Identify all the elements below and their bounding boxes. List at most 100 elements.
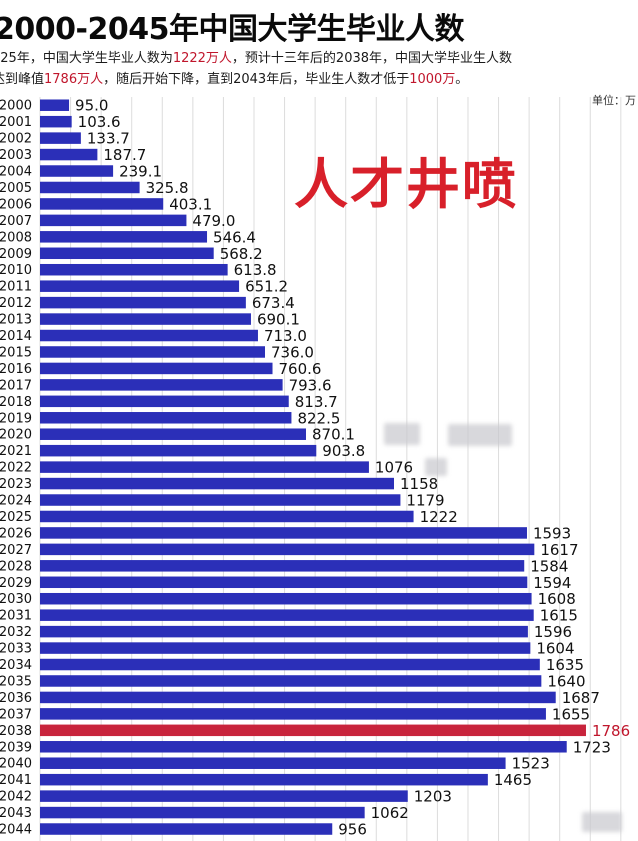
bars [40,99,586,835]
year-label-2010: 2010 [0,263,32,278]
value-label-2006: 403.1 [169,195,212,213]
value-label-2020: 870.1 [312,426,355,444]
bar-2042 [40,790,408,802]
bar-2001 [40,115,72,128]
value-label-2013: 690.1 [257,311,300,329]
desc-highlight: 1786万人 [44,72,104,87]
year-label-2012: 2012 [0,296,32,311]
value-label-2012: 673.4 [252,294,295,312]
value-label-2043: 1062 [371,804,409,822]
bar-2007 [40,214,187,227]
bar-2035 [40,675,542,687]
value-label-2003: 187.7 [103,146,146,164]
year-label-2028: 2028 [0,559,32,574]
value-label-2001: 103.6 [78,113,121,131]
bar-2023 [40,477,395,490]
value-label-2030: 1608 [538,590,576,608]
year-label-2020: 2020 [0,428,32,443]
bar-2017 [40,379,283,391]
desc-text: 达到峰值 [0,72,45,87]
bar-2009 [40,247,214,260]
bar-2038 [40,724,586,737]
description-line-1: 025年，中国大学生毕业人数为1222万人，预计十三年后的2038年，中国大学毕… [0,48,512,69]
year-label-2041: 2041 [0,773,32,788]
bar-2026 [40,527,527,539]
value-label-2022: 1076 [375,459,413,477]
year-label-2035: 2035 [0,674,32,689]
bar-2031 [40,609,534,621]
bar-2043 [40,806,365,819]
year-label-2042: 2042 [0,790,32,805]
bar-2002 [40,132,81,144]
chart-description: 025年，中国大学生毕业人数为1222万人，预计十三年后的2038年，中国大学毕… [0,48,512,90]
bar-2034 [40,658,540,671]
value-label-2021: 903.8 [322,442,365,460]
value-label-2031: 1615 [540,607,578,625]
year-label-2027: 2027 [0,543,32,558]
bar-2027 [40,543,535,556]
year-label-2007: 2007 [0,214,32,229]
value-label-2044: 956 [338,821,367,839]
year-label-2015: 2015 [0,345,32,360]
desc-highlight: 1000万 [409,72,456,87]
desc-text: 。 [455,72,469,87]
chart-title: 2000-2045年中国大学生毕业人数 [0,12,464,47]
year-label-2036: 2036 [0,691,32,706]
value-label-2037: 1655 [552,705,590,723]
value-label-2036: 1687 [562,689,600,707]
bar-2003 [40,148,98,161]
bar-2033 [40,642,531,654]
year-label-2017: 2017 [0,378,32,393]
value-label-2024: 1179 [406,492,444,510]
value-label-2040: 1523 [512,755,550,773]
blur-patch [425,458,447,476]
year-label-2037: 2037 [0,707,32,722]
desc-text: 025年，中国大学生毕业人数为 [0,51,173,66]
year-label-2006: 2006 [0,197,32,212]
year-label-2019: 2019 [0,411,32,426]
bar-2005 [40,181,140,194]
year-label-2033: 2033 [0,642,32,657]
bar-2022 [40,461,369,473]
value-label-2017: 793.6 [289,376,332,394]
bar-2016 [40,362,273,375]
unit-label: 单位：万 [592,94,636,107]
value-label-2028: 1584 [530,557,568,575]
bar-2040 [40,757,506,769]
year-label-2018: 2018 [0,395,32,410]
value-label-2042: 1203 [414,788,452,806]
year-label-2013: 2013 [0,313,32,328]
value-label-2026: 1593 [533,524,571,542]
year-label-2029: 2029 [0,576,32,591]
bar-2000 [40,99,70,111]
bar-2015 [40,346,265,358]
value-label-2039: 1723 [573,738,611,756]
bar-2021 [40,444,317,457]
year-label-2001: 2001 [0,115,32,130]
year-label-2043: 2043 [0,806,32,821]
year-label-2024: 2024 [0,494,32,509]
bar-2014 [40,329,258,342]
year-label-2005: 2005 [0,181,32,196]
bar-2044 [40,823,333,835]
year-label-2044: 2044 [0,823,32,838]
year-label-2021: 2021 [0,444,32,459]
bar-2025 [40,510,414,523]
bar-2004 [40,165,114,177]
bar-2037 [40,708,546,720]
year-label-2023: 2023 [0,477,32,492]
year-label-2040: 2040 [0,757,32,772]
bar-2030 [40,592,532,605]
value-label-2000: 95.0 [75,97,108,115]
value-label-2029: 1594 [533,574,571,592]
bar-2008 [40,231,208,243]
bar-2039 [40,741,567,753]
year-label-2031: 2031 [0,609,32,624]
value-labels: 95.0103.6133.7187.7239.1325.8403.1479.05… [75,97,630,839]
year-label-2002: 2002 [0,132,32,147]
blur-patch [582,812,622,832]
value-label-2010: 613.8 [234,261,277,279]
bar-2018 [40,395,289,408]
value-label-2032: 1596 [534,623,572,641]
